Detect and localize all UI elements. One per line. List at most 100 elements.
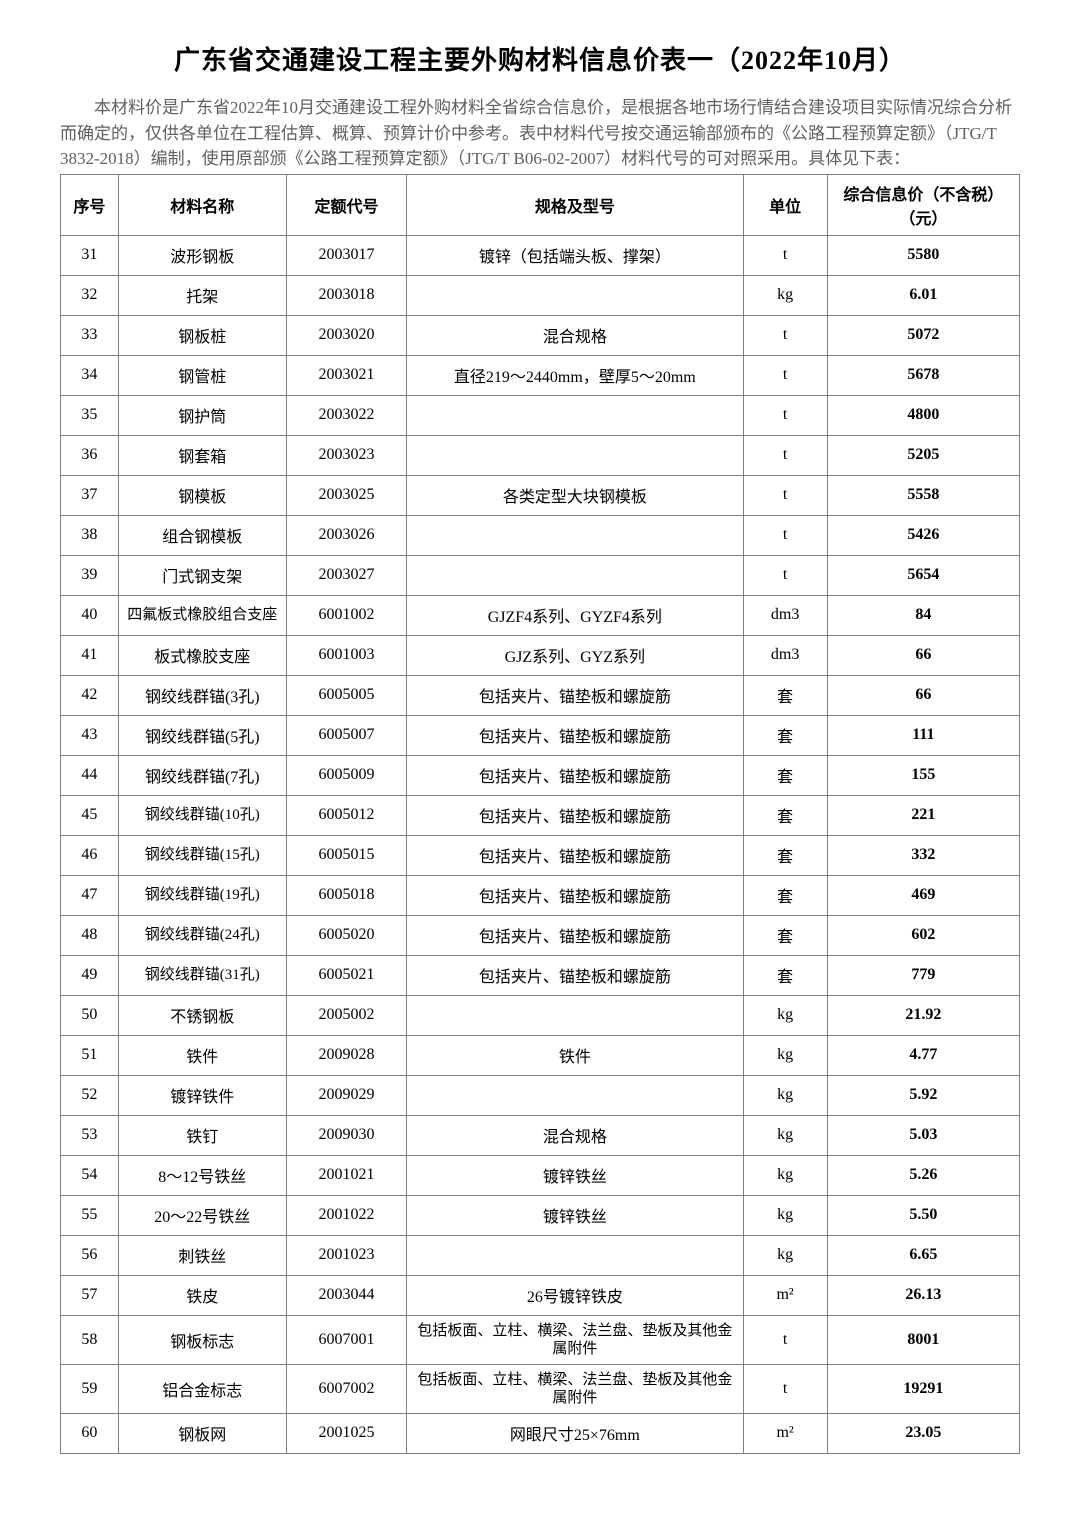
cell-name: 钢板标志 [118,1315,286,1364]
cell-price: 66 [827,675,1019,715]
cell-seq: 53 [61,1115,119,1155]
cell-price: 5.26 [827,1155,1019,1195]
table-row: 48钢绞线群锚(24孔)6005020包括夹片、锚垫板和螺旋筋套602 [61,915,1020,955]
cell-code: 2003018 [286,275,406,315]
cell-seq: 52 [61,1075,119,1115]
cell-seq: 60 [61,1413,119,1453]
cell-spec [407,515,743,555]
cell-unit: 套 [743,915,827,955]
cell-spec [407,395,743,435]
cell-code: 6001002 [286,595,406,635]
cell-seq: 44 [61,755,119,795]
cell-code: 6005021 [286,955,406,995]
cell-unit: kg [743,1195,827,1235]
cell-code: 6005007 [286,715,406,755]
cell-name: 钢绞线群锚(24孔) [118,915,286,955]
cell-code: 6007002 [286,1364,406,1413]
table-row: 34钢管桩2003021直径219～2440mm，壁厚5～20mmt5678 [61,355,1020,395]
cell-spec: 包括夹片、锚垫板和螺旋筋 [407,915,743,955]
cell-spec: 包括夹片、锚垫板和螺旋筋 [407,835,743,875]
cell-unit: t [743,395,827,435]
cell-name: 不锈钢板 [118,995,286,1035]
table-body: 31波形钢板2003017镀锌（包括端头板、撑架）t558032托架200301… [61,235,1020,1453]
table-row: 56刺铁丝2001023kg6.65 [61,1235,1020,1275]
cell-seq: 50 [61,995,119,1035]
table-row: 39门式钢支架2003027t5654 [61,555,1020,595]
cell-unit: kg [743,275,827,315]
cell-spec: 镀锌铁丝 [407,1195,743,1235]
table-row: 43钢绞线群锚(5孔)6005007包括夹片、锚垫板和螺旋筋套111 [61,715,1020,755]
cell-price: 779 [827,955,1019,995]
cell-unit: t [743,475,827,515]
cell-name: 20～22号铁丝 [118,1195,286,1235]
table-row: 33钢板桩2003020混合规格t5072 [61,315,1020,355]
cell-code: 2003017 [286,235,406,275]
table-row: 38组合钢模板2003026t5426 [61,515,1020,555]
cell-seq: 41 [61,635,119,675]
header-seq: 序号 [61,174,119,235]
cell-name: 波形钢板 [118,235,286,275]
cell-unit: kg [743,1075,827,1115]
cell-spec: 包括板面、立柱、横梁、法兰盘、垫板及其他金属附件 [407,1364,743,1413]
cell-seq: 57 [61,1275,119,1315]
table-row: 40四氟板式橡胶组合支座6001002GJZF4系列、GYZF4系列dm384 [61,595,1020,635]
cell-seq: 38 [61,515,119,555]
header-price: 综合信息价（不含税）（元） [827,174,1019,235]
cell-seq: 39 [61,555,119,595]
cell-code: 2003020 [286,315,406,355]
table-row: 46钢绞线群锚(15孔)6005015包括夹片、锚垫板和螺旋筋套332 [61,835,1020,875]
cell-price: 5558 [827,475,1019,515]
cell-seq: 31 [61,235,119,275]
cell-code: 2009028 [286,1035,406,1075]
cell-price: 469 [827,875,1019,915]
cell-code: 2009030 [286,1115,406,1155]
table-row: 60钢板网2001025网眼尺寸25×76mmm²23.05 [61,1413,1020,1453]
cell-name: 钢板网 [118,1413,286,1453]
cell-name: 钢绞线群锚(10孔) [118,795,286,835]
cell-code: 2003026 [286,515,406,555]
cell-seq: 33 [61,315,119,355]
cell-spec: 26号镀锌铁皮 [407,1275,743,1315]
cell-seq: 46 [61,835,119,875]
cell-spec: 镀锌铁丝 [407,1155,743,1195]
cell-price: 5.92 [827,1075,1019,1115]
cell-name: 钢绞线群锚(19孔) [118,875,286,915]
cell-code: 2003044 [286,1275,406,1315]
cell-price: 19291 [827,1364,1019,1413]
cell-code: 2003025 [286,475,406,515]
cell-price: 6.01 [827,275,1019,315]
cell-code: 2001021 [286,1155,406,1195]
cell-spec: 镀锌（包括端头板、撑架） [407,235,743,275]
table-row: 57铁皮200304426号镀锌铁皮m²26.13 [61,1275,1020,1315]
cell-name: 钢管桩 [118,355,286,395]
cell-name: 铁皮 [118,1275,286,1315]
cell-seq: 56 [61,1235,119,1275]
cell-price: 8001 [827,1315,1019,1364]
cell-name: 钢绞线群锚(15孔) [118,835,286,875]
cell-spec: 混合规格 [407,1115,743,1155]
table-row: 53铁钉2009030混合规格kg5.03 [61,1115,1020,1155]
cell-code: 2001022 [286,1195,406,1235]
cell-seq: 36 [61,435,119,475]
cell-unit: t [743,1364,827,1413]
cell-seq: 37 [61,475,119,515]
cell-price: 5654 [827,555,1019,595]
cell-spec: 直径219～2440mm，壁厚5～20mm [407,355,743,395]
cell-name: 钢板桩 [118,315,286,355]
cell-seq: 48 [61,915,119,955]
cell-seq: 42 [61,675,119,715]
cell-unit: kg [743,1115,827,1155]
cell-code: 6005005 [286,675,406,715]
cell-seq: 34 [61,355,119,395]
cell-code: 6005020 [286,915,406,955]
cell-spec: 包括板面、立柱、横梁、法兰盘、垫板及其他金属附件 [407,1315,743,1364]
cell-seq: 45 [61,795,119,835]
cell-unit: 套 [743,715,827,755]
cell-unit: 套 [743,755,827,795]
cell-seq: 35 [61,395,119,435]
cell-price: 221 [827,795,1019,835]
cell-unit: t [743,1315,827,1364]
cell-seq: 54 [61,1155,119,1195]
cell-code: 2001023 [286,1235,406,1275]
page-title: 广东省交通建设工程主要外购材料信息价表一（2022年10月） [60,40,1020,77]
